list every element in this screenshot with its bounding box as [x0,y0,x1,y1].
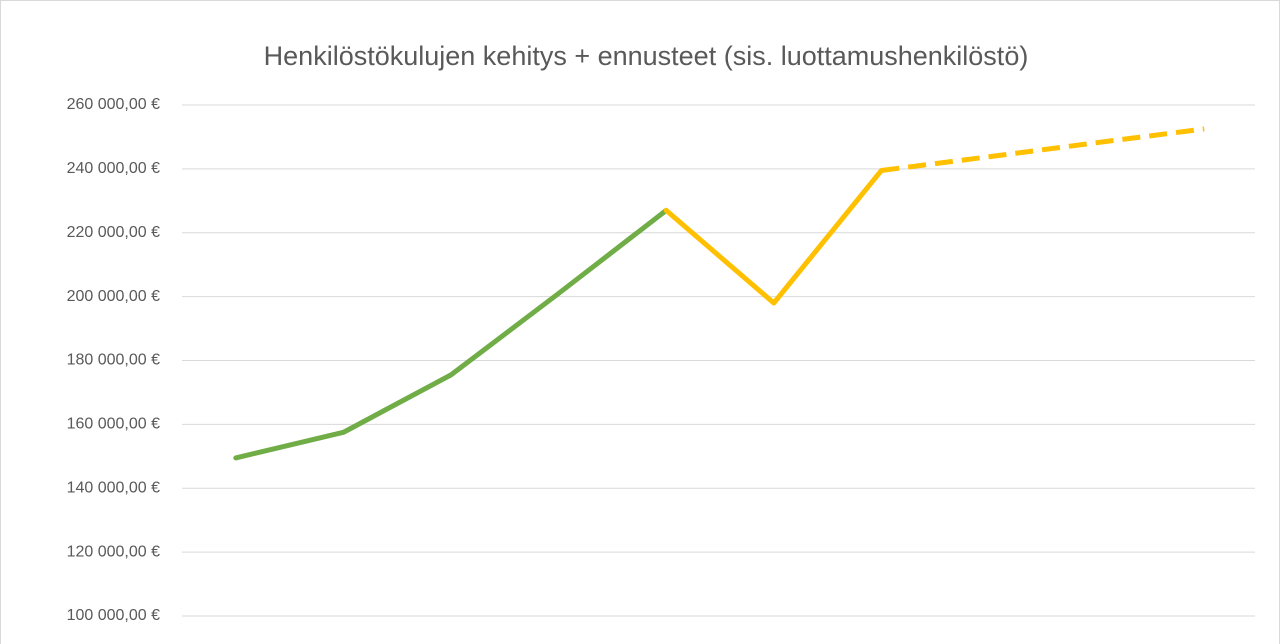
chart-title: Henkilöstökulujen kehitys + ennusteet (s… [264,41,1029,71]
series-line [663,167,884,306]
y-tick-label: 240 000,00 € [67,160,161,177]
y-tick-label: 100 000,00 € [67,607,161,624]
y-tick-label: 220 000,00 € [67,224,161,241]
y-tick-label: 160 000,00 € [67,416,161,433]
series-line [881,126,1205,173]
y-tick-label: 200 000,00 € [67,288,161,305]
y-tick-label: 260 000,00 € [67,96,161,113]
y-tick-label: 180 000,00 € [67,352,161,369]
y-tick-label: 140 000,00 € [67,479,161,496]
y-tick-label: 120 000,00 € [67,543,161,560]
series-line [233,207,669,461]
